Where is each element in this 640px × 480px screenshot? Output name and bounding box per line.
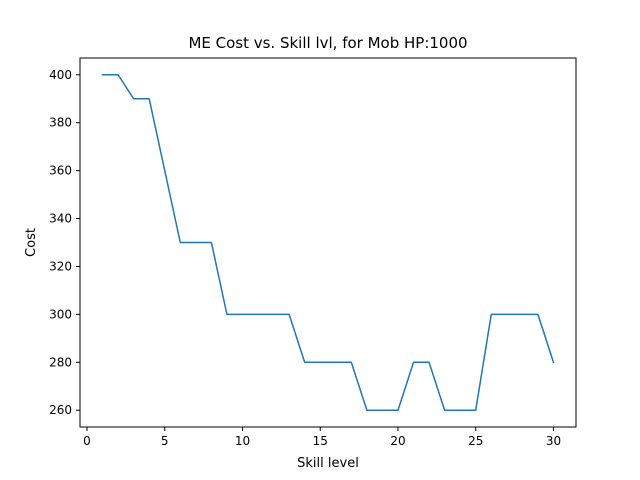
series-line bbox=[101, 74, 555, 411]
y-tick-label: 260 bbox=[49, 403, 72, 417]
x-axis-label: Skill level bbox=[297, 456, 359, 471]
x-tick-label: 30 bbox=[546, 434, 561, 448]
x-tick-label: 15 bbox=[313, 434, 328, 448]
y-tick-label: 400 bbox=[49, 68, 72, 82]
x-tick-label: 0 bbox=[83, 434, 91, 448]
plot-layer bbox=[101, 74, 555, 411]
y-tick-label: 340 bbox=[49, 212, 72, 226]
x-tick-label: 5 bbox=[161, 434, 169, 448]
plot-frame bbox=[79, 57, 577, 428]
y-tick-label: 300 bbox=[49, 307, 72, 321]
x-tick-label: 10 bbox=[235, 434, 250, 448]
x-tick-label: 20 bbox=[390, 434, 405, 448]
y-tick-label: 280 bbox=[49, 355, 72, 369]
y-axis: 260 280 300 320 340 360 380 400 bbox=[49, 68, 80, 417]
x-axis: 0 5 10 15 20 25 30 bbox=[83, 427, 561, 448]
y-tick-label: 360 bbox=[49, 164, 72, 178]
x-tick-label: 25 bbox=[468, 434, 483, 448]
y-tick-label: 320 bbox=[49, 259, 72, 273]
chart-title: ME Cost vs. Skill lvl, for Mob HP:1000 bbox=[188, 34, 467, 52]
y-axis-label: Cost bbox=[24, 228, 39, 257]
y-tick-label: 380 bbox=[49, 116, 72, 130]
